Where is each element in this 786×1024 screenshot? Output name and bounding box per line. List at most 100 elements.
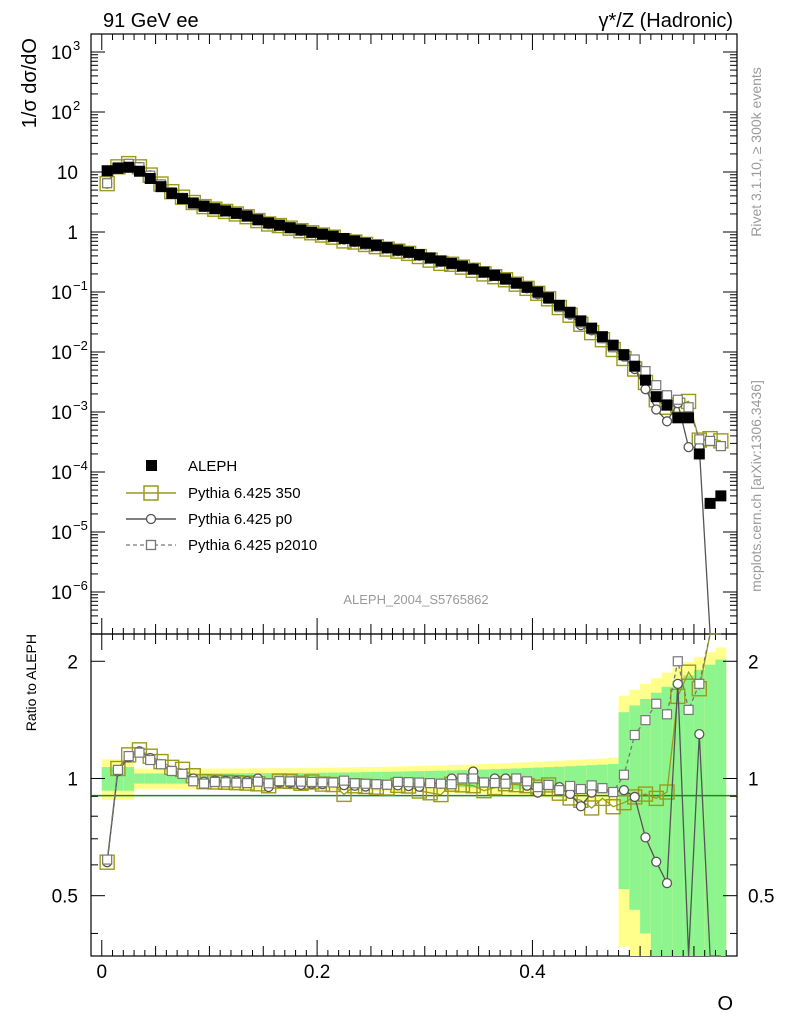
ratio-uncertainty-bands	[101, 647, 727, 956]
ratio-point-p2010	[511, 773, 522, 784]
ratio-band-green	[101, 767, 113, 791]
series-point-aleph	[349, 235, 361, 247]
ratio-band-green	[134, 773, 145, 784]
series-point-aleph	[101, 165, 113, 177]
legend-label-aleph: ALEPH	[188, 458, 237, 475]
series-point-aleph	[273, 219, 285, 231]
ratio-point-p2010	[198, 778, 210, 789]
series-point-aleph	[370, 239, 382, 251]
ratio-point-p2010	[618, 769, 630, 780]
series-point-aleph	[446, 257, 458, 269]
series-point-aleph	[166, 187, 178, 199]
main-y-tick-label: 10	[51, 463, 72, 484]
main-y-tick-label: 10	[57, 163, 78, 184]
main-y-tick-label: 10	[51, 283, 72, 304]
ratio-point-p2010	[295, 776, 307, 787]
header-right-label: γ*/Z (Hadronic)	[599, 10, 733, 32]
ratio-band-green	[715, 659, 727, 956]
series-point-aleph	[715, 490, 727, 502]
series-point-aleph	[187, 197, 199, 209]
series-point-aleph	[564, 306, 576, 318]
ratio-tick-label-left: 0.5	[52, 887, 78, 908]
main-y-tick-exponent: −4	[73, 458, 88, 473]
ratio-point-p2010	[188, 776, 199, 787]
series-point-aleph	[618, 349, 630, 361]
ratio-point-p2010	[425, 778, 436, 789]
series-point-aleph	[306, 226, 318, 238]
ratio-point-p0	[694, 728, 705, 740]
series-point-aleph	[263, 217, 275, 229]
series-point-aleph	[596, 331, 608, 343]
ratio-point-p2010	[177, 768, 188, 779]
ratio-point-p2010	[220, 777, 231, 788]
series-point-aleph	[639, 374, 651, 386]
series-point-aleph	[392, 244, 404, 256]
ratio-point-p350	[627, 789, 643, 805]
ratio-band-green	[629, 705, 641, 910]
series-point-aleph	[241, 210, 253, 222]
series-point-aleph	[500, 273, 512, 285]
main-y-tick-label: 10	[51, 523, 72, 544]
main-y-tick-label: 1	[67, 223, 78, 244]
series-point-aleph	[295, 224, 307, 236]
main-y-tick-label: 10	[51, 103, 72, 124]
ratio-point-p350	[616, 794, 632, 811]
series-point-aleph	[521, 281, 533, 293]
ratio-point-p2010	[392, 776, 403, 787]
ratio-band-green	[640, 699, 651, 934]
main-y-tick-label: 10	[51, 403, 72, 424]
ratio-point-p2010	[672, 656, 683, 667]
ratio-band-green	[575, 765, 587, 793]
ratio-band-green	[683, 675, 694, 956]
series-point-aleph	[230, 207, 242, 219]
ratio-band-green	[597, 764, 608, 794]
series-point-p2010	[683, 402, 694, 413]
ratio-point-p2010	[414, 777, 425, 788]
ratio-y-axis-label: Ratio to ALEPH	[23, 634, 39, 731]
series-point-aleph	[284, 222, 296, 234]
ratio-point-p2010	[317, 777, 328, 788]
ratio-point-p0	[629, 791, 640, 803]
legend-marker-p2010	[145, 539, 157, 551]
x-tick-label: 0	[96, 962, 107, 983]
ratio-point-p2010	[166, 765, 177, 777]
ratio-band-green	[704, 664, 716, 956]
series-point-p0	[640, 384, 651, 395]
series-point-aleph	[683, 412, 695, 424]
series-point-aleph	[510, 277, 522, 289]
series-point-aleph	[112, 162, 124, 174]
ratio-point-p2010	[435, 778, 447, 789]
series-point-p2010	[102, 178, 113, 189]
series-point-aleph	[198, 200, 210, 212]
ratio-band-green	[123, 767, 135, 791]
ratio-band-green	[155, 773, 167, 784]
ratio-point-p2010	[629, 729, 640, 741]
legend-marker-aleph	[146, 460, 157, 471]
ratio-point-p2010	[565, 780, 576, 792]
series-point-p0	[651, 404, 662, 415]
ratio-point-p350	[659, 784, 675, 800]
ratio-point-p2010	[489, 777, 500, 789]
series-point-p2010	[661, 390, 673, 401]
series-point-aleph	[456, 260, 468, 272]
series-point-p2010	[715, 441, 726, 452]
ratio-point-p0	[661, 878, 673, 889]
ratio-point-p2010	[371, 779, 382, 790]
legend-label-p2010: Pythia 6.425 p2010	[188, 537, 317, 554]
ratio-point-p2010	[112, 764, 124, 775]
series-point-aleph	[381, 242, 393, 254]
series-point-aleph	[553, 299, 565, 311]
legend-marker-p0	[145, 513, 157, 525]
ratio-point-p2010	[231, 777, 242, 788]
main-y-tick-label: 10	[51, 43, 72, 64]
series-point-aleph	[144, 172, 156, 184]
ratio-band-green	[618, 712, 630, 890]
ratio-point-p2010	[328, 777, 339, 788]
series-point-p2010	[672, 394, 683, 405]
ratio-point-p2010	[457, 773, 468, 784]
ratio-band-green	[661, 686, 673, 956]
main-y-tick-exponent: −1	[73, 278, 88, 293]
series-point-aleph	[327, 230, 339, 242]
ratio-point-p2010	[468, 773, 479, 784]
main-y-tick-exponent: 2	[73, 98, 80, 113]
